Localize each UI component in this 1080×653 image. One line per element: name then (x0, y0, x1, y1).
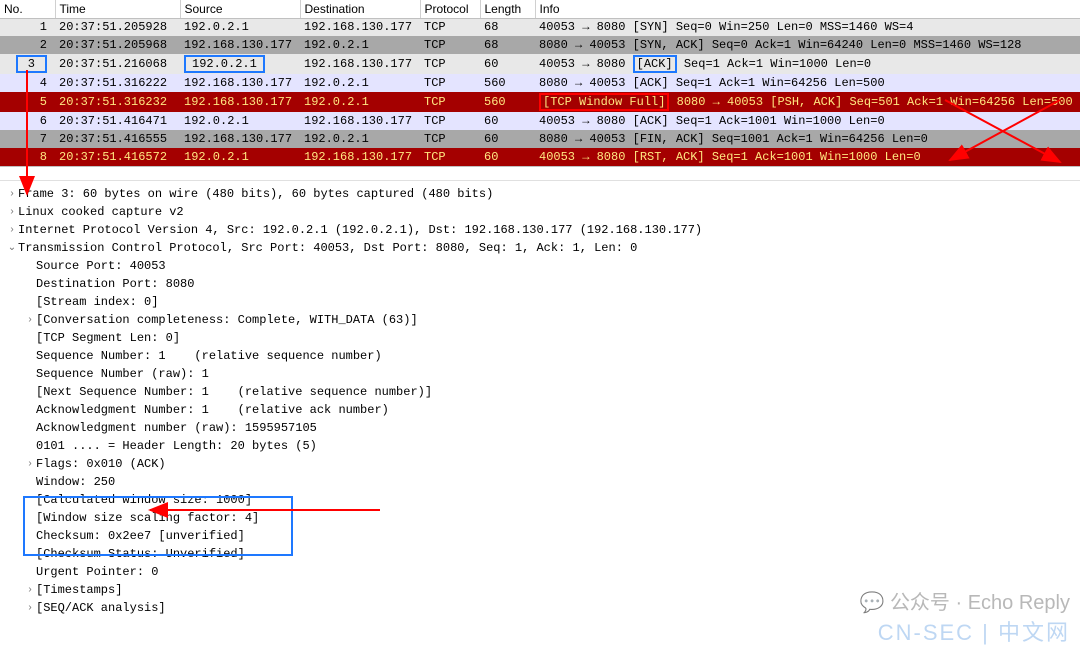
table-row[interactable]: 520:37:51.316232192.168.130.177192.0.2.1… (0, 92, 1080, 112)
chevron-right-icon[interactable]: › (6, 221, 18, 239)
packet-table-header[interactable]: No.TimeSourceDestinationProtocolLengthIn… (0, 0, 1080, 18)
tree-linux[interactable]: ›Linux cooked capture v2 (6, 203, 1080, 221)
col-destination[interactable]: Destination (300, 0, 420, 18)
tree-seqack[interactable]: ›[SEQ/ACK analysis] (6, 599, 1080, 617)
chevron-right-icon[interactable]: › (24, 311, 36, 329)
pane-divider[interactable] (0, 167, 1080, 181)
packet-table-body[interactable]: 120:37:51.205928192.0.2.1192.168.130.177… (0, 18, 1080, 166)
tree-window[interactable]: Window: 250 (6, 473, 1080, 491)
tree-ackraw[interactable]: Acknowledgment number (raw): 1595957105 (6, 419, 1080, 437)
tree-urgent[interactable]: Urgent Pointer: 0 (6, 563, 1080, 581)
tree-stream[interactable]: [Stream index: 0] (6, 293, 1080, 311)
chevron-right-icon[interactable]: › (6, 203, 18, 221)
packet-list-pane: No.TimeSourceDestinationProtocolLengthIn… (0, 0, 1080, 167)
tree-seglen[interactable]: [TCP Segment Len: 0] (6, 329, 1080, 347)
col-source[interactable]: Source (180, 0, 300, 18)
table-row[interactable]: 320:37:51.216068192.0.2.1192.168.130.177… (0, 54, 1080, 74)
tree-nextseq[interactable]: [Next Sequence Number: 1 (relative seque… (6, 383, 1080, 401)
tree-hdrlen[interactable]: 0101 .... = Header Length: 20 bytes (5) (6, 437, 1080, 455)
tree-calcwin[interactable]: [Calculated window size: 1000] (6, 491, 1080, 509)
chevron-right-icon[interactable]: › (24, 455, 36, 473)
tree-seqraw[interactable]: Sequence Number (raw): 1 (6, 365, 1080, 383)
packet-table[interactable]: No.TimeSourceDestinationProtocolLengthIn… (0, 0, 1080, 166)
tree-ckstat[interactable]: [Checksum Status: Unverified] (6, 545, 1080, 563)
tree-conv[interactable]: ›[Conversation completeness: Complete, W… (6, 311, 1080, 329)
table-row[interactable]: 720:37:51.416555192.168.130.177192.0.2.1… (0, 130, 1080, 148)
col-no[interactable]: No. (0, 0, 55, 18)
chevron-right-icon[interactable]: › (6, 185, 18, 203)
col-time[interactable]: Time (55, 0, 180, 18)
tree-tcp[interactable]: ⌄Transmission Control Protocol, Src Port… (6, 239, 1080, 257)
tree-frame[interactable]: ›Frame 3: 60 bytes on wire (480 bits), 6… (6, 185, 1080, 203)
table-row[interactable]: 620:37:51.416471192.0.2.1192.168.130.177… (0, 112, 1080, 130)
tree-tstamp[interactable]: ›[Timestamps] (6, 581, 1080, 599)
chevron-right-icon[interactable]: › (24, 599, 36, 617)
tree-seqnum[interactable]: Sequence Number: 1 (relative sequence nu… (6, 347, 1080, 365)
chevron-down-icon[interactable]: ⌄ (6, 239, 18, 257)
col-protocol[interactable]: Protocol (420, 0, 480, 18)
table-row[interactable]: 120:37:51.205928192.0.2.1192.168.130.177… (0, 18, 1080, 36)
tree-dstport[interactable]: Destination Port: 8080 (6, 275, 1080, 293)
tree-acknum[interactable]: Acknowledgment Number: 1 (relative ack n… (6, 401, 1080, 419)
col-info[interactable]: Info (535, 0, 1080, 18)
table-row[interactable]: 820:37:51.416572192.0.2.1192.168.130.177… (0, 148, 1080, 166)
table-row[interactable]: 220:37:51.205968192.168.130.177192.0.2.1… (0, 36, 1080, 54)
chevron-right-icon[interactable]: › (24, 581, 36, 599)
tree-wscale[interactable]: [Window size scaling factor: 4] (6, 509, 1080, 527)
col-length[interactable]: Length (480, 0, 535, 18)
tree-flags[interactable]: ›Flags: 0x010 (ACK) (6, 455, 1080, 473)
packet-details-pane[interactable]: ›Frame 3: 60 bytes on wire (480 bits), 6… (0, 181, 1080, 621)
tree-cksum[interactable]: Checksum: 0x2ee7 [unverified] (6, 527, 1080, 545)
table-row[interactable]: 420:37:51.316222192.168.130.177192.0.2.1… (0, 74, 1080, 92)
tree-srcport[interactable]: Source Port: 40053 (6, 257, 1080, 275)
tree-ip[interactable]: ›Internet Protocol Version 4, Src: 192.0… (6, 221, 1080, 239)
